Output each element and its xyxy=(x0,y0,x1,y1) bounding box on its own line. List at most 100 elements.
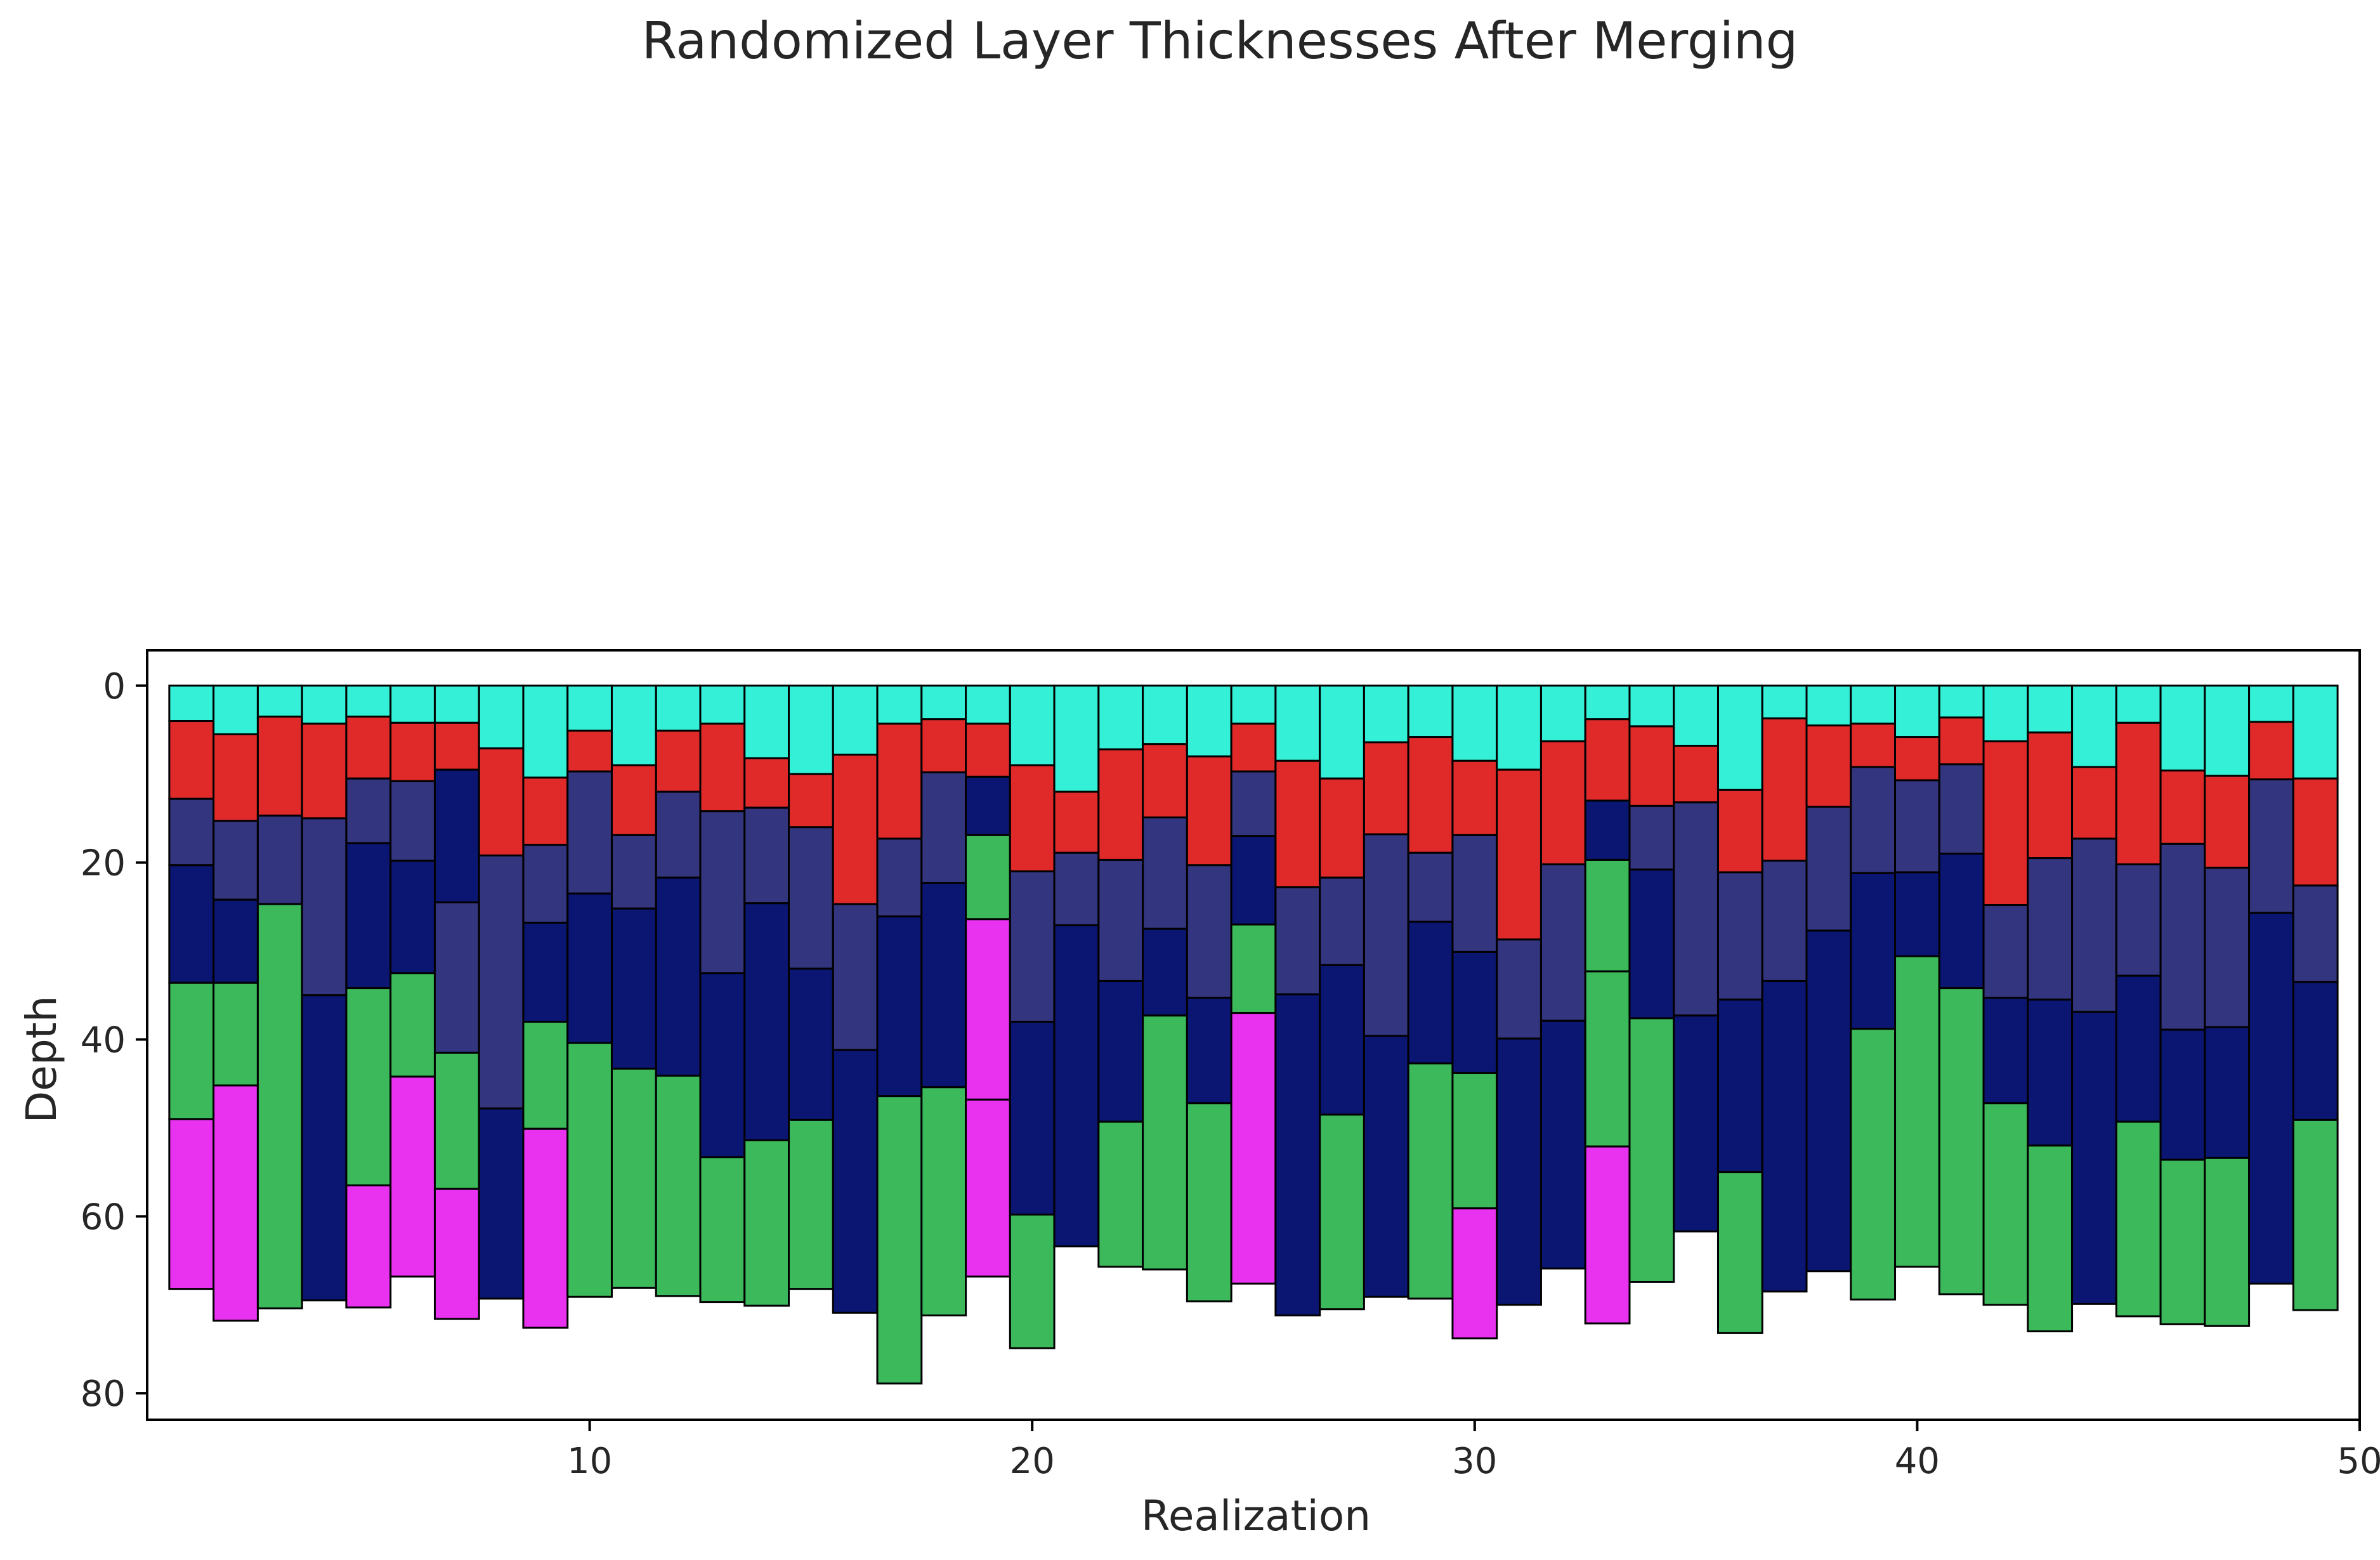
bar-segment-r30-l2 xyxy=(1451,759,1498,836)
bar-segment-r14-l4 xyxy=(743,902,790,1141)
bar-segment-r6-l6 xyxy=(389,1075,436,1278)
bar-segment-r6-l3 xyxy=(389,780,436,862)
bar-segment-r14-l5 xyxy=(743,1139,790,1307)
bar-segment-r35-l1 xyxy=(1673,685,1719,747)
bar-segment-r24-l3 xyxy=(1186,864,1232,999)
bar-segment-r36-l4 xyxy=(1716,999,1763,1174)
bar-segment-r43-l5 xyxy=(2027,1144,2074,1333)
bar-segment-r10-l5 xyxy=(566,1042,613,1298)
bar-segment-r33-l4 xyxy=(1584,858,1631,973)
x-tick-label-10: 10 xyxy=(567,1441,612,1482)
bar-segment-r18-l2 xyxy=(920,718,967,773)
bar-segment-r36-l5 xyxy=(1716,1171,1763,1334)
bar-segment-r34-l5 xyxy=(1628,1017,1675,1283)
x-tick-label-50: 50 xyxy=(2337,1441,2380,1482)
bar-segment-r9-l6 xyxy=(522,1127,569,1329)
bar-segment-r16-l4 xyxy=(832,1049,879,1314)
bar-segment-r33-l3 xyxy=(1584,799,1631,861)
x-axis-label: Realization xyxy=(1141,1491,1371,1540)
bar-segment-r49-l1 xyxy=(2292,685,2339,780)
bar-segment-r7-l4 xyxy=(433,901,480,1054)
axes-layer: 10 20 30 40 50 0 20 40 60 80 xyxy=(81,649,2380,1482)
bar-segment-r2-l5 xyxy=(213,981,259,1087)
bar-segment-r11-l5 xyxy=(610,1067,657,1289)
bar-segment-r41-l3 xyxy=(1938,763,1985,855)
bar-segment-r25-l6 xyxy=(1230,1012,1277,1285)
y-axis-label: Depth xyxy=(17,995,66,1123)
bar-segment-r27-l4 xyxy=(1319,964,1365,1116)
plot-frame xyxy=(146,649,2361,1421)
bar-segment-r24-l4 xyxy=(1186,997,1232,1104)
bar-segment-r35-l4 xyxy=(1673,1014,1719,1233)
bar-segment-r4-l2 xyxy=(301,723,348,820)
bar-segment-r30-l6 xyxy=(1451,1207,1498,1340)
bar-segment-r6-l4 xyxy=(389,860,436,974)
bar-segment-r22-l5 xyxy=(1097,1120,1144,1268)
bar-segment-r27-l1 xyxy=(1319,685,1365,780)
bar-segment-r11-l1 xyxy=(610,685,657,766)
bar-segment-r28-l3 xyxy=(1363,833,1409,1037)
bar-segment-r16-l1 xyxy=(832,685,879,756)
x-tick-label-30: 30 xyxy=(1452,1441,1497,1482)
y-tick-label-0: 0 xyxy=(103,666,126,707)
bar-segment-r18-l5 xyxy=(920,1086,967,1316)
bar-segment-r21-l2 xyxy=(1053,790,1100,854)
bar-segment-r26-l4 xyxy=(1274,993,1321,1316)
bar-segment-r6-l5 xyxy=(389,972,436,1078)
bar-segment-r19-l6 xyxy=(965,1098,1011,1278)
bar-segment-r30-l3 xyxy=(1451,834,1498,953)
bar-segment-r19-l4 xyxy=(965,834,1011,921)
bar-segment-r8-l3 xyxy=(478,854,525,1110)
bar-segment-r42-l2 xyxy=(1982,740,2029,907)
bar-segment-r22-l1 xyxy=(1097,685,1144,751)
bar-segment-r29-l4 xyxy=(1407,921,1454,1065)
bar-segment-r10-l2 xyxy=(566,730,613,773)
bar-segment-r38-l1 xyxy=(1805,685,1852,727)
bar-segment-r27-l2 xyxy=(1319,777,1365,879)
bar-segment-r45-l4 xyxy=(2115,974,2162,1123)
bar-segment-r7-l3 xyxy=(433,768,480,903)
bar-segment-r38-l2 xyxy=(1805,724,1852,808)
bar-segment-r12-l3 xyxy=(655,790,702,879)
bar-segment-r43-l2 xyxy=(2027,731,2074,860)
bar-segment-r47-l3 xyxy=(2204,867,2251,1028)
bar-segment-r20-l2 xyxy=(1009,764,1056,873)
bar-segment-r10-l4 xyxy=(566,892,613,1044)
bar-segment-r39-l1 xyxy=(1850,685,1897,725)
bar-segment-r26-l3 xyxy=(1274,886,1321,995)
bar-segment-r27-l3 xyxy=(1319,876,1365,966)
bar-segment-r42-l1 xyxy=(1982,685,2029,743)
bar-segment-r1-l3 xyxy=(168,797,215,867)
bar-segment-r42-l4 xyxy=(1982,997,2029,1104)
bar-segment-r12-l2 xyxy=(655,730,702,793)
bar-segment-r42-l3 xyxy=(1982,904,2029,999)
bar-segment-r5-l3 xyxy=(345,777,392,844)
bar-segment-r38-l4 xyxy=(1805,929,1852,1273)
bar-segment-r30-l1 xyxy=(1451,685,1498,762)
bar-segment-r36-l1 xyxy=(1716,685,1763,791)
bar-segment-r19-l1 xyxy=(965,685,1011,725)
bar-segment-r15-l4 xyxy=(788,967,834,1121)
bar-segment-r23-l2 xyxy=(1142,743,1188,819)
bar-segment-r23-l3 xyxy=(1142,816,1188,930)
bar-segment-r1-l2 xyxy=(168,720,215,800)
bar-segment-r17-l5 xyxy=(876,1095,923,1385)
bar-segment-r45-l5 xyxy=(2115,1120,2162,1318)
bar-segment-r33-l2 xyxy=(1584,718,1631,802)
bar-segment-r25-l5 xyxy=(1230,923,1277,1014)
bar-segment-r47-l4 xyxy=(2204,1026,2251,1159)
bar-segment-r22-l4 xyxy=(1097,980,1144,1123)
bar-segment-r16-l3 xyxy=(832,903,879,1051)
bar-segment-r33-l1 xyxy=(1584,685,1631,721)
bar-segment-r2-l2 xyxy=(213,733,259,822)
bar-segment-r39-l3 xyxy=(1850,766,1897,874)
bar-segment-r47-l1 xyxy=(2204,685,2251,777)
bar-segment-r41-l5 xyxy=(1938,987,1985,1295)
bar-segment-r23-l4 xyxy=(1142,927,1188,1017)
y-tick-label-20: 20 xyxy=(81,843,126,884)
bar-segment-r14-l2 xyxy=(743,757,790,809)
bar-segment-r22-l2 xyxy=(1097,748,1144,861)
bar-segment-r35-l3 xyxy=(1673,801,1719,1017)
